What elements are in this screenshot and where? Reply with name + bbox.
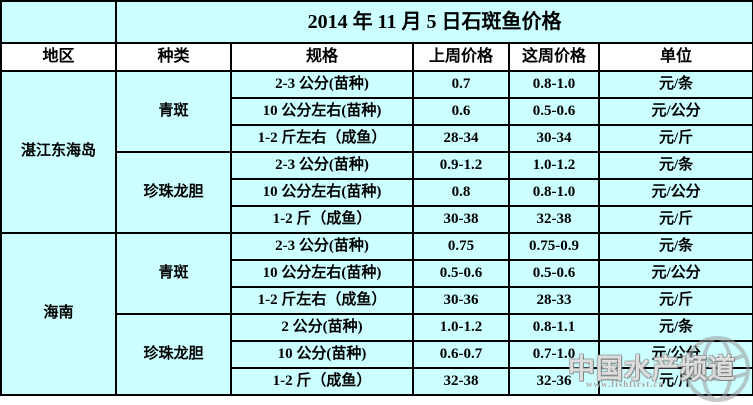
unit-cell: 元/条 <box>597 313 753 342</box>
unit-cell: 元/条 <box>597 70 753 99</box>
unit-cell: 元/公分 <box>597 340 753 369</box>
last-week-price: 0.7 <box>412 70 510 99</box>
this-week-price: 0.8-1.0 <box>508 70 600 99</box>
spec-cell: 2-3 公分(苗种) <box>230 70 414 99</box>
species-cell-qingban: 青斑 <box>115 70 232 153</box>
table-row: 珍珠龙胆 2-3 公分(苗种) 0.9-1.2 1.0-1.2 元/条 <box>1 151 753 234</box>
this-week-price: 0.5-0.6 <box>508 259 600 288</box>
unit-cell: 元/条 <box>597 151 753 180</box>
this-week-price: 0.7-1.0 <box>508 340 600 369</box>
col-header-last-week: 上周价格 <box>412 42 510 72</box>
spec-cell: 10 公分左右(苗种) <box>230 259 414 288</box>
table-row: 1-2 斤（成鱼） 30-38 32-38 元/斤 <box>1 205 753 234</box>
spec-cell: 2 公分(苗种) <box>230 313 414 342</box>
last-week-price: 30-36 <box>412 286 510 315</box>
unit-cell: 元/公分 <box>597 178 753 207</box>
table-row: 1-2 斤左右（成鱼） 28-34 30-34 元/斤 <box>1 124 753 153</box>
this-week-price: 1.0-1.2 <box>508 151 600 180</box>
spec-cell: 10 公分左右(苗种) <box>230 97 414 126</box>
table-row: 1-2 斤左右（成鱼） 30-36 28-33 元/斤 <box>1 286 753 315</box>
last-week-price: 0.6-0.7 <box>412 340 510 369</box>
col-header-species: 种类 <box>115 42 232 72</box>
spec-cell: 1-2 斤左右（成鱼） <box>230 286 414 315</box>
last-week-price: 0.8 <box>412 178 510 207</box>
spec-cell: 10 公分左右(苗种) <box>230 178 414 207</box>
species-cell-pearl-gentian: 珍珠龙胆 <box>115 151 232 234</box>
table-row: 海南 青斑 2-3 公分(苗种) 0.75 0.75-0.9 元/条 <box>0 232 753 396</box>
spec-cell: 1-2 斤（成鱼） <box>230 205 414 234</box>
column-header-row: 地区 种类 规格 上周价格 这周价格 单位 <box>0 42 753 72</box>
unit-cell: 元/公分 <box>597 97 753 126</box>
this-week-price: 30-34 <box>508 124 600 153</box>
this-week-price: 0.75-0.9 <box>508 232 600 261</box>
col-header-this-week: 这周价格 <box>508 42 600 72</box>
unit-cell: 元/斤 <box>597 286 753 315</box>
this-week-price: 32-36 <box>508 367 600 396</box>
page-title: 2014 年 11 月 5 日石斑鱼价格 <box>114 0 753 44</box>
last-week-price: 32-38 <box>412 367 510 396</box>
col-header-spec: 规格 <box>230 42 414 72</box>
region-cell-zhanjiang: 湛江东海岛 <box>0 70 117 234</box>
unit-cell: 元/条 <box>597 232 753 261</box>
this-week-price: 28-33 <box>508 286 600 315</box>
spec-cell: 2-3 公分(苗种) <box>230 151 414 180</box>
species-cell-pearl-gentian: 珍珠龙胆 <box>115 313 232 396</box>
table-row: 1-2 斤（成鱼） 32-38 32-36 元/斤 <box>1 367 753 396</box>
table-row: 10 公分左右(苗种) 0.8 0.8-1.0 元/公分 <box>1 178 753 207</box>
table-row: 10 公分左右(苗种) 0.5-0.6 0.5-0.6 元/公分 <box>1 259 753 288</box>
this-week-price: 0.8-1.1 <box>508 313 600 342</box>
title-row: 2014 年 11 月 5 日石斑鱼价格 <box>0 0 753 44</box>
this-week-price: 0.8-1.0 <box>508 178 600 207</box>
this-week-price: 0.5-0.6 <box>508 97 600 126</box>
last-week-price: 28-34 <box>412 124 510 153</box>
col-header-region: 地区 <box>0 42 117 72</box>
unit-cell: 元/公分 <box>597 259 753 288</box>
corner-cell <box>0 0 117 44</box>
table-row: 珍珠龙胆 2 公分(苗种) 1.0-1.2 0.8-1.1 元/条 <box>1 313 753 396</box>
table-row: 10 公分左右(苗种) 0.6 0.5-0.6 元/公分 <box>1 97 753 126</box>
last-week-price: 0.9-1.2 <box>412 151 510 180</box>
last-week-price: 0.75 <box>412 232 510 261</box>
unit-cell: 元/斤 <box>597 205 753 234</box>
spec-cell: 1-2 斤左右（成鱼） <box>230 124 414 153</box>
species-cell-qingban: 青斑 <box>115 232 232 315</box>
grouper-price-table: 2014 年 11 月 5 日石斑鱼价格 地区 种类 规格 上周价格 这周价格 … <box>0 0 753 396</box>
last-week-price: 0.6 <box>412 97 510 126</box>
table-row: 湛江东海岛 青斑 2-3 公分(苗种) 0.7 0.8-1.0 元/条 <box>0 70 753 234</box>
spec-cell: 2-3 公分(苗种) <box>230 232 414 261</box>
last-week-price: 0.5-0.6 <box>412 259 510 288</box>
last-week-price: 1.0-1.2 <box>412 313 510 342</box>
spec-cell: 1-2 斤（成鱼） <box>230 367 414 396</box>
col-header-unit: 单位 <box>597 42 753 72</box>
this-week-price: 32-38 <box>508 205 600 234</box>
region-cell-hainan: 海南 <box>0 232 117 396</box>
unit-cell: 元/斤 <box>597 124 753 153</box>
last-week-price: 30-38 <box>412 205 510 234</box>
spec-cell: 10 公分(苗种) <box>230 340 414 369</box>
unit-cell: 元/斤 <box>597 367 753 396</box>
